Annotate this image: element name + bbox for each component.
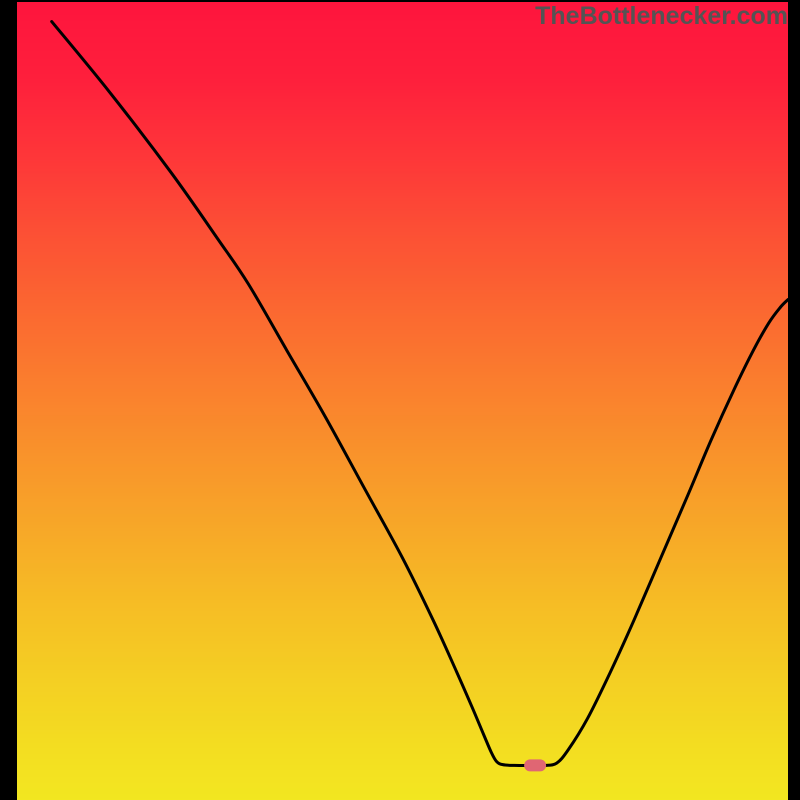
optimal-marker [524, 759, 546, 771]
chart-svg [17, 2, 788, 785]
plot-area [17, 2, 788, 785]
attribution-label: TheBottlenecker.com [535, 2, 788, 31]
bottleneck-curve [52, 22, 788, 766]
